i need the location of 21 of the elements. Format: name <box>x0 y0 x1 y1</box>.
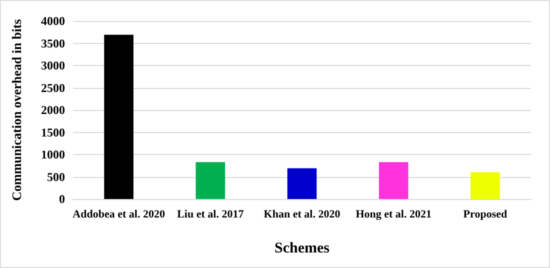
y-axis-title: Communication overhead in bits <box>9 19 24 201</box>
y-tick-label: 3500 <box>41 36 65 50</box>
x-tick-label: Addobea et al. 2020 <box>72 208 166 220</box>
y-tick-label: 2000 <box>41 103 65 117</box>
x-tick-label: Khan et al. 2020 <box>264 208 341 220</box>
bar <box>196 162 226 199</box>
y-tick-label: 3000 <box>41 58 65 72</box>
bar <box>287 168 317 199</box>
x-tick-label: Hong et al. 2021 <box>356 208 432 220</box>
y-tick-label: 1000 <box>41 148 65 162</box>
y-tick-label: 500 <box>47 170 65 184</box>
bar <box>378 162 408 199</box>
bar <box>470 172 500 199</box>
y-tick-label: 1500 <box>41 125 65 140</box>
y-tick-label: 2500 <box>41 80 65 95</box>
x-axis-title: Schemes <box>274 240 330 256</box>
y-tick-label: 0 <box>59 192 65 206</box>
y-tick-label: 4000 <box>41 14 65 28</box>
x-tick-label: Liu et al. 2017 <box>177 208 244 220</box>
bar <box>104 34 134 199</box>
x-tick-label: Proposed <box>463 208 508 220</box>
